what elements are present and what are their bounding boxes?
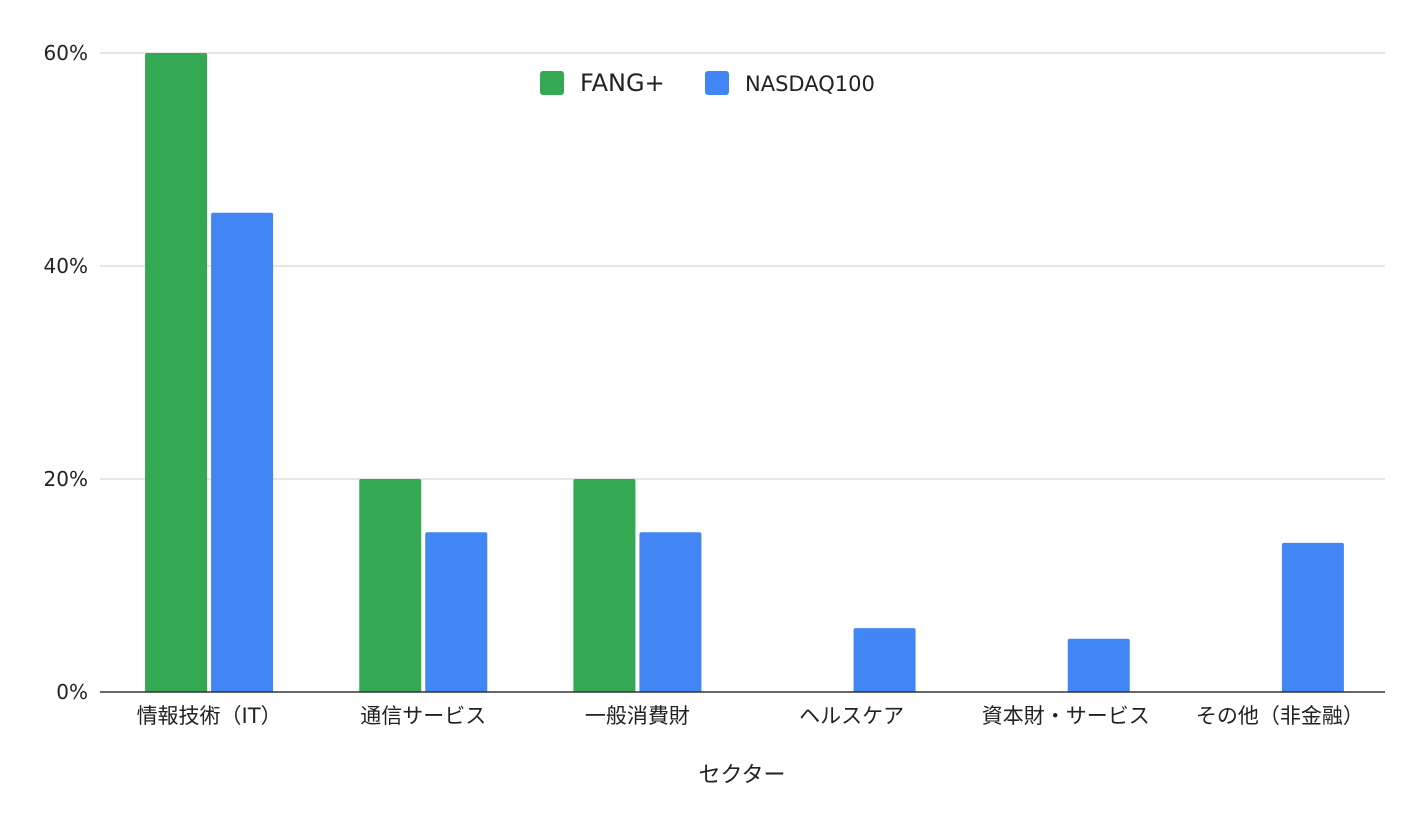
x-tick-label: 資本財・サービス [982,704,1150,728]
bar-nasdaq100 [211,212,274,692]
y-tick-label: 40% [44,254,88,278]
y-axis-ticks: 0% 20% 40% 60% [44,41,88,704]
bar-nasdaq100 [425,532,488,692]
x-axis-title: セクター [698,763,785,788]
x-tick-label: 一般消費財 [585,704,690,728]
y-tick-label: 60% [44,41,88,65]
bar-nasdaq100 [639,532,702,692]
x-tick-label: 通信サービス [360,704,486,728]
legend-swatch [540,71,564,95]
bar-nasdaq100 [853,628,916,692]
x-tick-label: ヘルスケア [799,704,904,728]
y-tick-label: 0% [56,680,88,704]
x-tick-label: その他（非金融） [1196,704,1364,728]
bars [145,53,1344,692]
legend: FANG+ NASDAQ100 [540,69,875,97]
bar-fang [573,479,636,692]
x-axis-ticks: 情報技術（IT） 通信サービス 一般消費財 ヘルスケア 資本財・サービス その他（非金融） [137,704,1364,728]
legend-label: FANG+ [580,69,665,97]
legend-label: NASDAQ100 [745,72,875,96]
x-tick-label: 情報技術（IT） [137,704,282,728]
bar-fang [145,53,208,692]
gridlines [100,52,1385,480]
legend-swatch [705,71,729,95]
y-tick-label: 20% [44,467,88,491]
bar-fang [359,479,422,692]
bar-nasdaq100 [1281,542,1344,692]
bar-nasdaq100 [1067,638,1130,692]
